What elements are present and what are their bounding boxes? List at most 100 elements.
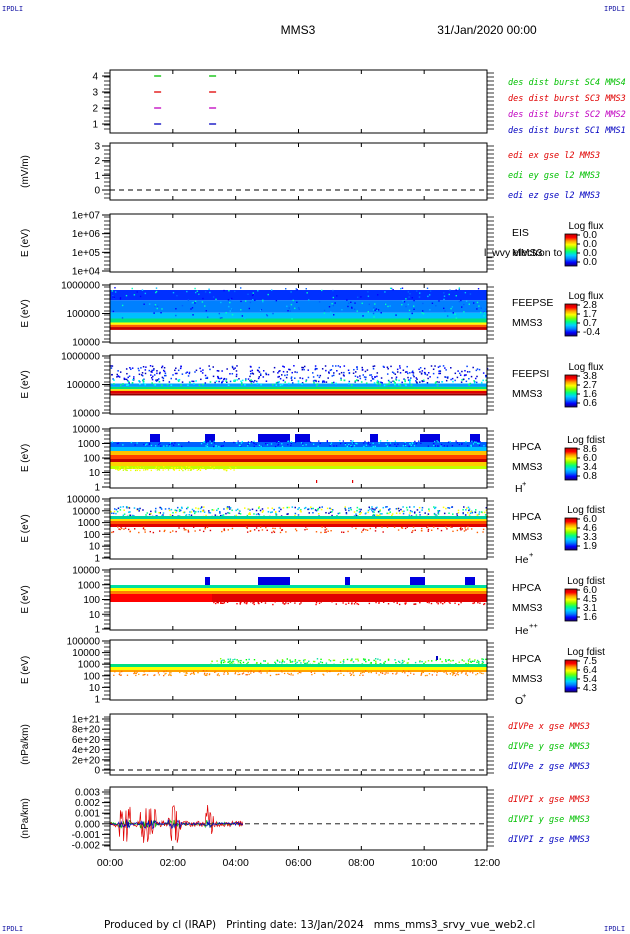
spectrogram-pixel [290,291,293,293]
x-tick-label: 06:00 [285,857,311,869]
spectrogram-pixel [173,468,176,470]
spectrogram-pixel [168,507,170,510]
spectrogram-pixel [163,366,166,369]
spectrogram-pixel [269,674,272,677]
spectrogram-pixel [344,507,346,510]
spectrogram-pixel [116,376,118,378]
spectrogram-pixel [348,444,350,446]
spectrogram-pixel [433,444,435,447]
spectrogram-pixel [469,512,472,515]
spectrogram-pixel [258,514,261,516]
spectrogram-band [212,594,487,602]
spectrogram-pixel [178,508,181,511]
spectrogram-pixel [362,671,365,673]
spectrogram-pixel [445,672,447,674]
spectrogram-pixel [343,375,345,377]
colorbar-title: Log fdist [567,435,605,446]
spectrogram-pixel [214,602,217,605]
y-tick-label: 1 [94,483,100,494]
spectrogram-pixel [358,508,361,510]
spectrogram-pixel [225,378,228,380]
spectrogram-pixel [236,659,238,661]
spectrogram-pixel [229,662,231,664]
spectrogram-pixel [195,369,198,372]
spectrogram-pixel [386,366,389,369]
spectrogram-pixel [367,310,369,313]
spectrogram-pixel [455,663,457,665]
spectrogram-pixel [451,526,453,528]
spectrogram-pixel [479,671,481,674]
spectrogram-pixel [247,445,249,447]
spectrogram-pixel [163,374,166,377]
spectrogram-pixel [150,370,152,373]
colorbar-tick-label: 6.0 [583,453,597,464]
spectrogram-pixel [139,467,141,469]
species-charge-label: ++ [529,621,538,630]
spectrogram-pixel [173,469,175,471]
spectrogram-pixel [253,671,255,673]
spectrogram-pixel [179,671,181,674]
panel-frame [109,142,488,201]
spectrogram-pixel [392,380,394,383]
spectrogram-pixel [428,510,430,512]
spectrogram-pixel [305,380,307,383]
spectrogram-pixel [438,300,440,302]
spectrogram-pixel [300,662,302,664]
spectrogram-pixel [426,674,428,677]
spectrogram-pixel [142,674,144,676]
spacecraft-title: MMS3 [281,23,316,37]
spectrogram-pixel [162,377,165,380]
spectrogram-pixel [131,287,133,290]
spectrogram-pixel [401,381,403,384]
spectrogram-pixel [286,374,289,376]
spectrogram-pixel [219,511,221,513]
spectrogram-pixel [111,365,114,367]
spectrogram-pixel [413,673,415,675]
spectrogram-pixel [434,365,436,367]
spectrogram-pixel [126,466,128,468]
spectrogram-pixel [315,509,318,512]
spectrogram-pixel [221,370,223,372]
spectrogram-pixel [156,372,158,375]
spectrogram-pixel [204,528,206,530]
panel-divpi: -0.002-0.0010.0000.0010.0020.003(nPa/km)… [20,786,590,852]
spectrogram-pixel [410,384,413,386]
spectrogram-pixel [428,294,431,296]
spectrogram-pixel [227,529,230,531]
spectrogram-pixel [221,602,223,604]
time-axis: 00:00 02:00 04:00 06:00 08:00 10:00 12:00 [97,857,500,869]
spectrogram-pixel [433,526,435,528]
spectrogram-pixel [460,526,462,529]
spectrogram-pixel [337,365,340,367]
spectrogram-pixel [164,529,166,532]
spacecraft-label: MMS3 [512,673,542,685]
spectrogram-pixel [280,508,282,511]
series-line-1 [109,804,244,843]
spectrogram-pixel [110,367,113,369]
spectrogram-band [110,462,487,466]
spectrogram-pixel [216,660,218,662]
spectrogram-pixel [483,445,485,447]
spectrogram-pixel [384,291,386,293]
spectrogram-pixel [372,312,375,315]
colorbar [564,233,578,267]
spectrogram-pixel [171,443,173,445]
spectrogram-pixel [355,527,357,530]
spectrogram-pixel [331,514,333,517]
spectrogram-pixel [125,468,127,470]
spectrogram-pixel [320,658,322,661]
spectrogram-pixel [485,379,488,382]
spectrogram-pixel [234,673,236,675]
spectrogram-pixel [473,382,476,384]
spectrogram-pixel [175,314,177,317]
legend-3: des dist burst SC4 MMS4 [508,78,626,88]
spectrogram-pixel [341,309,343,311]
spectrogram-pixel [209,440,211,442]
spectrogram-pixel [132,670,134,672]
spectrogram-pixel [410,377,412,379]
spectrogram-pixel [155,445,157,447]
spectrogram-pixel [226,506,229,508]
spectrogram-pixel [387,305,389,308]
